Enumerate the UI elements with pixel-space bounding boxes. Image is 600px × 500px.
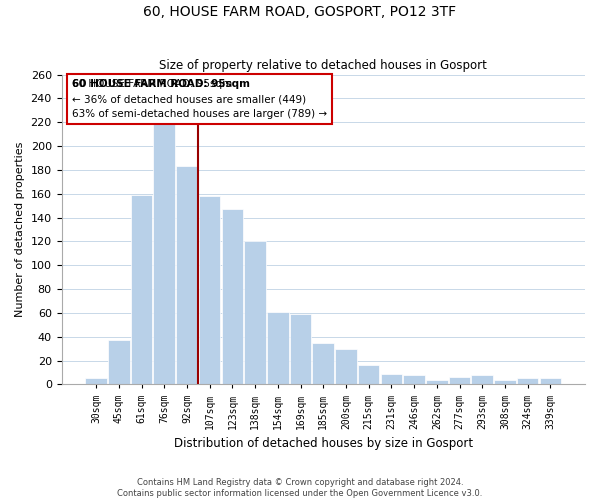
Bar [244, 242, 266, 384]
Bar [403, 375, 425, 384]
Text: Contains HM Land Registry data © Crown copyright and database right 2024.
Contai: Contains HM Land Registry data © Crown c… [118, 478, 482, 498]
Text: 60 HOUSE FARM ROAD: 95sqm
← 36% of detached houses are smaller (449)
63% of semi: 60 HOUSE FARM ROAD: 95sqm ← 36% of detac… [72, 79, 327, 119]
Bar [335, 348, 357, 384]
Bar [221, 209, 243, 384]
Text: 60, HOUSE FARM ROAD, GOSPORT, PO12 3TF: 60, HOUSE FARM ROAD, GOSPORT, PO12 3TF [143, 5, 457, 19]
Text: 60 HOUSE FARM ROAD: 95sqm: 60 HOUSE FARM ROAD: 95sqm [72, 79, 250, 89]
Bar [313, 342, 334, 384]
Bar [85, 378, 107, 384]
Bar [449, 377, 470, 384]
Bar [426, 380, 448, 384]
Title: Size of property relative to detached houses in Gosport: Size of property relative to detached ho… [160, 59, 487, 72]
Bar [517, 378, 538, 384]
Bar [472, 375, 493, 384]
Bar [176, 166, 198, 384]
Bar [108, 340, 130, 384]
Bar [539, 378, 561, 384]
Y-axis label: Number of detached properties: Number of detached properties [15, 142, 25, 317]
Bar [131, 195, 152, 384]
Bar [380, 374, 402, 384]
Bar [358, 366, 379, 384]
Bar [290, 314, 311, 384]
Bar [154, 124, 175, 384]
Bar [199, 196, 220, 384]
X-axis label: Distribution of detached houses by size in Gosport: Distribution of detached houses by size … [174, 437, 473, 450]
Bar [267, 312, 289, 384]
Bar [494, 380, 516, 384]
